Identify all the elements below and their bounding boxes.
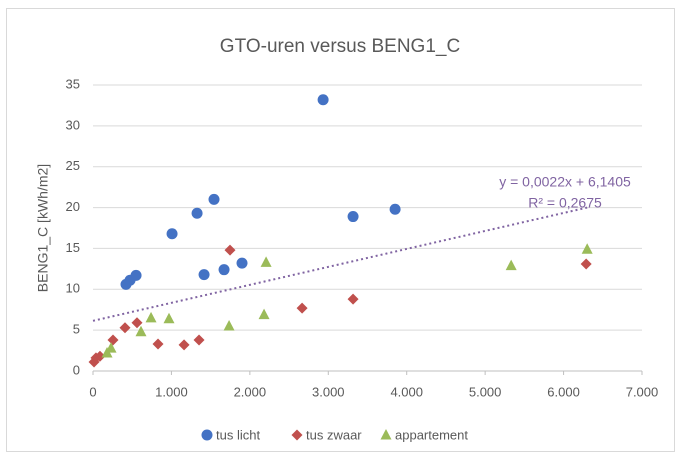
point [296,302,308,314]
point [105,342,117,353]
x-tick-label: 4.000 [390,384,423,399]
y-tick-label: 5 [73,322,80,337]
point [258,308,270,320]
y-axis-label: BENG1_C [kWh/m2] [35,164,51,292]
point [145,311,157,323]
legend-marker [380,429,392,440]
point [107,334,119,346]
legend-label: tus licht [216,427,260,442]
x-tick-label: 2.000 [234,384,267,399]
point [389,203,401,215]
x-tick-label: 3.000 [312,384,345,399]
point [119,322,131,334]
point [317,94,329,106]
y-tick-label: 30 [66,117,80,132]
y-tick-label: 25 [66,158,80,173]
legend-marker [201,429,213,441]
y-tick-label: 35 [66,76,80,91]
point [163,312,175,324]
point [131,317,143,329]
y-tick-label: 0 [73,362,80,377]
point [260,256,272,267]
trendline-r2: R² = 0,2675 [528,195,602,211]
chart-title: GTO-uren versus BENG1_C [220,36,460,57]
point [191,207,203,219]
point [218,264,230,276]
x-tick-label: 0 [89,384,96,399]
point [347,293,359,305]
point [130,269,142,281]
x-tick-label: 7.000 [626,384,659,399]
y-tick-label: 10 [66,281,80,296]
point [178,339,190,351]
x-tick-label: 5.000 [469,384,502,399]
point [224,244,236,256]
legend-marker [291,429,303,441]
chart-border [6,8,675,452]
point [94,350,106,362]
point [347,211,359,223]
point [505,259,517,271]
y-tick-label: 15 [66,240,80,255]
point [152,338,164,350]
point [193,334,205,346]
point [236,257,248,269]
y-tick-label: 20 [66,199,80,214]
point [580,258,592,270]
point [198,269,210,281]
point [135,325,147,337]
point [208,193,220,205]
point [581,243,593,254]
point [166,228,178,240]
legend-label: tus zwaar [306,427,362,442]
x-tick-label: 6.000 [547,384,580,399]
trendline-equation: y = 0,0022x + 6,1405 [499,174,631,190]
legend-label: appartement [395,427,468,442]
point [223,320,235,331]
x-tick-label: 1.000 [155,384,188,399]
